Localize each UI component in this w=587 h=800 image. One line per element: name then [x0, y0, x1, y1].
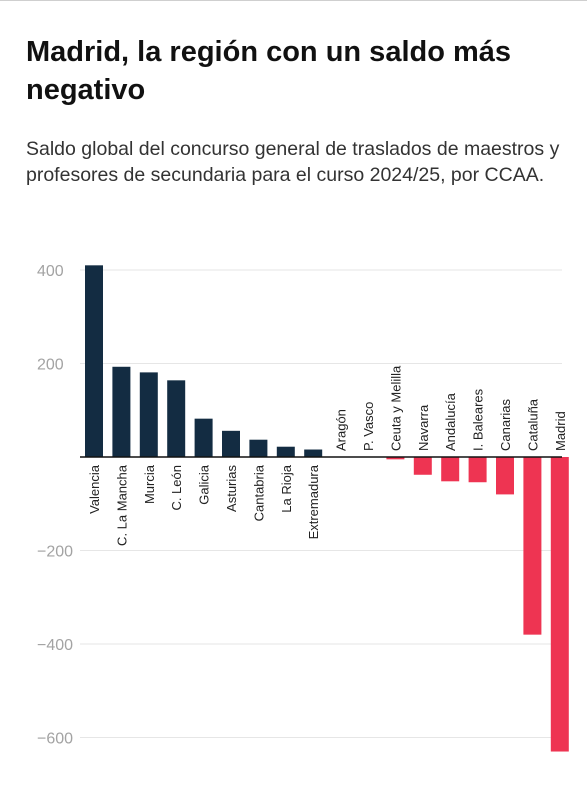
category-label: I. Baleares	[471, 388, 486, 451]
category-label: Galicia	[197, 464, 212, 505]
bar-chart: Valencia C. La Mancha Murcia C. León Galicia…	[37, 263, 569, 752]
y-tick-label: 200	[37, 357, 64, 374]
bar	[276, 446, 295, 457]
bar	[222, 430, 240, 457]
y-tick-label: −200	[37, 544, 73, 561]
bar	[386, 457, 405, 460]
chart-subtitle: Saldo global del concurso general de tra…	[26, 138, 560, 186]
bar	[304, 449, 323, 457]
bar	[167, 380, 186, 457]
category-label: La Rioja	[279, 464, 294, 512]
top-divider	[0, 0, 587, 1]
y-tick-label: −600	[37, 731, 73, 748]
gridlines	[80, 269, 562, 738]
category-label: Madrid	[553, 411, 568, 451]
chart-title: Madrid, la región con un saldo más negat…	[26, 36, 512, 106]
category-label: Cantabria	[251, 464, 266, 521]
y-axis-ticks: 400 200 −200 −400 −600	[37, 263, 73, 748]
category-label: P. Vasco	[361, 402, 376, 451]
category-label: Navarra	[416, 404, 431, 451]
category-label: Aragón	[334, 409, 349, 451]
y-tick-label: 400	[37, 263, 64, 280]
category-label: Murcia	[142, 464, 157, 504]
y-tick-label: −400	[37, 637, 73, 654]
category-label: Andalucía	[443, 392, 458, 451]
bar	[194, 418, 213, 457]
category-label: C. León	[169, 465, 184, 511]
bar	[413, 457, 432, 475]
bars	[85, 265, 569, 752]
bar	[112, 366, 131, 457]
category-label: Cataluña	[525, 398, 540, 451]
bar	[468, 457, 487, 483]
bar	[550, 457, 569, 752]
bar	[496, 457, 514, 495]
category-label: C. La Mancha	[114, 464, 129, 546]
bar	[85, 265, 103, 457]
bar	[249, 439, 268, 457]
bar	[523, 457, 542, 635]
category-labels: Valencia C. La Mancha Murcia C. León Galicia…	[87, 365, 568, 546]
category-label: Canarias	[498, 398, 513, 451]
category-label: Asturias	[224, 465, 239, 512]
category-label: Extremadura	[306, 464, 321, 539]
category-label: Valencia	[87, 464, 102, 514]
category-label: Ceuta y Melilla	[388, 365, 403, 451]
bar	[139, 372, 158, 457]
bar	[441, 457, 460, 482]
